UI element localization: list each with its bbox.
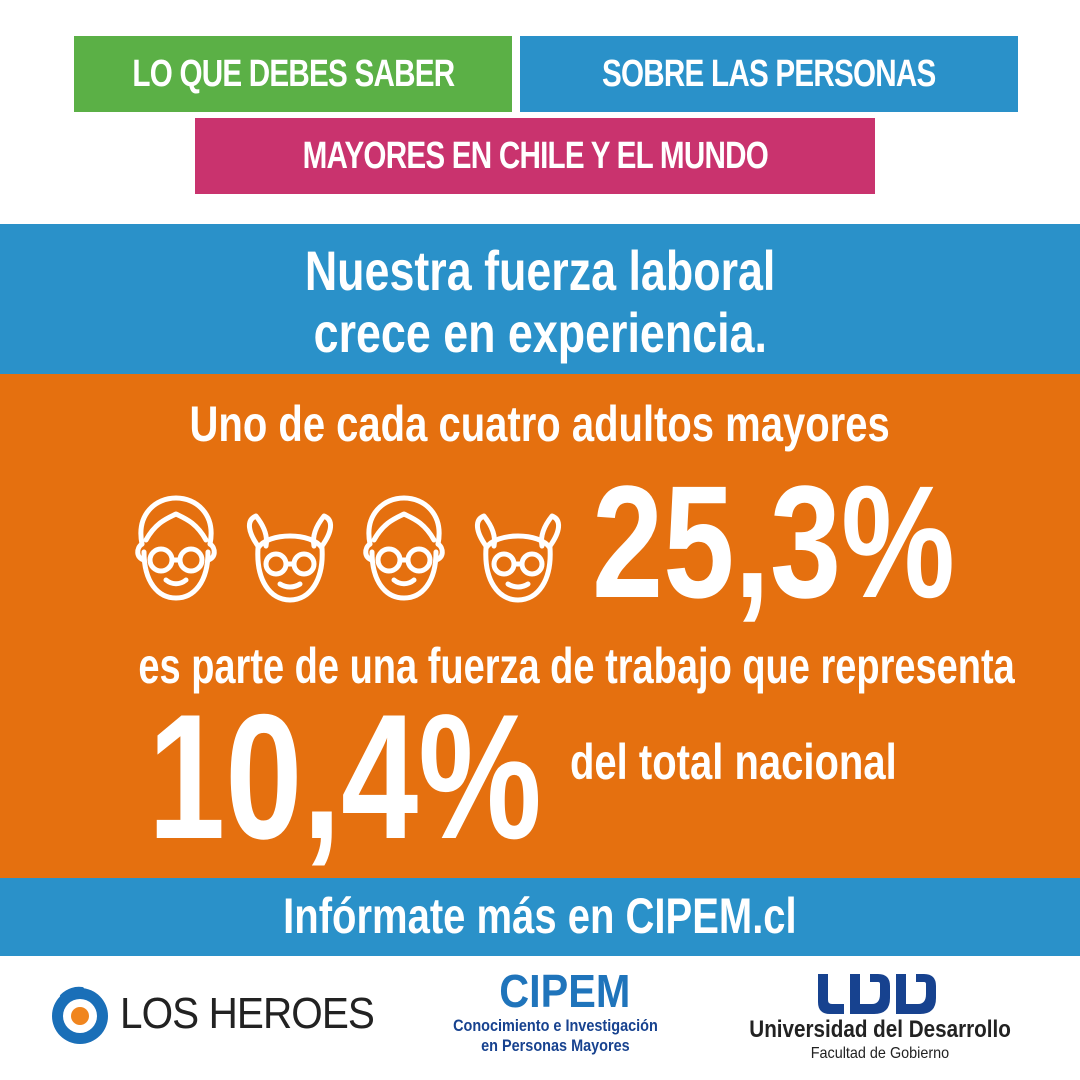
stats-band	[0, 374, 1080, 878]
header-tag-pink: MAYORES EN CHILE Y EL MUNDO	[195, 118, 875, 194]
udd-logo-mark	[818, 974, 936, 1014]
header-tag-green: LO QUE DEBES SABER	[74, 36, 512, 112]
elderly-man-icon-2	[475, 513, 561, 603]
header-tag-green-text: LO QUE DEBES SABER	[132, 52, 455, 95]
percent-total: 10,4%	[148, 677, 542, 876]
header-tag-pink-text: MAYORES EN CHILE Y EL MUNDO	[302, 134, 768, 177]
percent-elderly: 25,3%	[592, 452, 955, 631]
headline-line1: Nuestra fuerza laboral	[304, 239, 776, 302]
cta-band	[0, 878, 1080, 956]
udd-logo-name: Universidad del Desarrollo	[749, 1016, 1011, 1043]
elderly-woman-icon-2	[363, 495, 445, 601]
header-tag-blue-text: SOBRE LAS PERSONAS	[602, 52, 936, 95]
losheroes-logo-icon	[52, 986, 108, 1044]
stats-suffix: del total nacional	[570, 734, 897, 790]
losheroes-logo-text: LOS HEROES	[120, 989, 375, 1038]
cipem-logo-subtitle-2: en Personas Mayores	[480, 1036, 630, 1055]
elderly-woman-icon	[135, 495, 217, 601]
stats-middle: es parte de una fuerza de trabajo que re…	[138, 638, 1015, 694]
udd-logo-faculty: Facultad de Gobierno	[810, 1045, 950, 1062]
cipem-logo-title: CIPEM	[499, 965, 631, 1017]
header-tag-blue: SOBRE LAS PERSONAS	[520, 36, 1018, 112]
cta-link[interactable]: Infórmate más en CIPEM.cl	[283, 888, 797, 944]
headline-band	[0, 224, 1080, 374]
cipem-logo-subtitle-1: Conocimiento e Investigación	[452, 1016, 658, 1035]
elderly-man-icon	[247, 513, 333, 603]
stats-intro: Uno de cada cuatro adultos mayores	[189, 396, 891, 452]
headline-line2: crece en experiencia.	[313, 301, 767, 364]
